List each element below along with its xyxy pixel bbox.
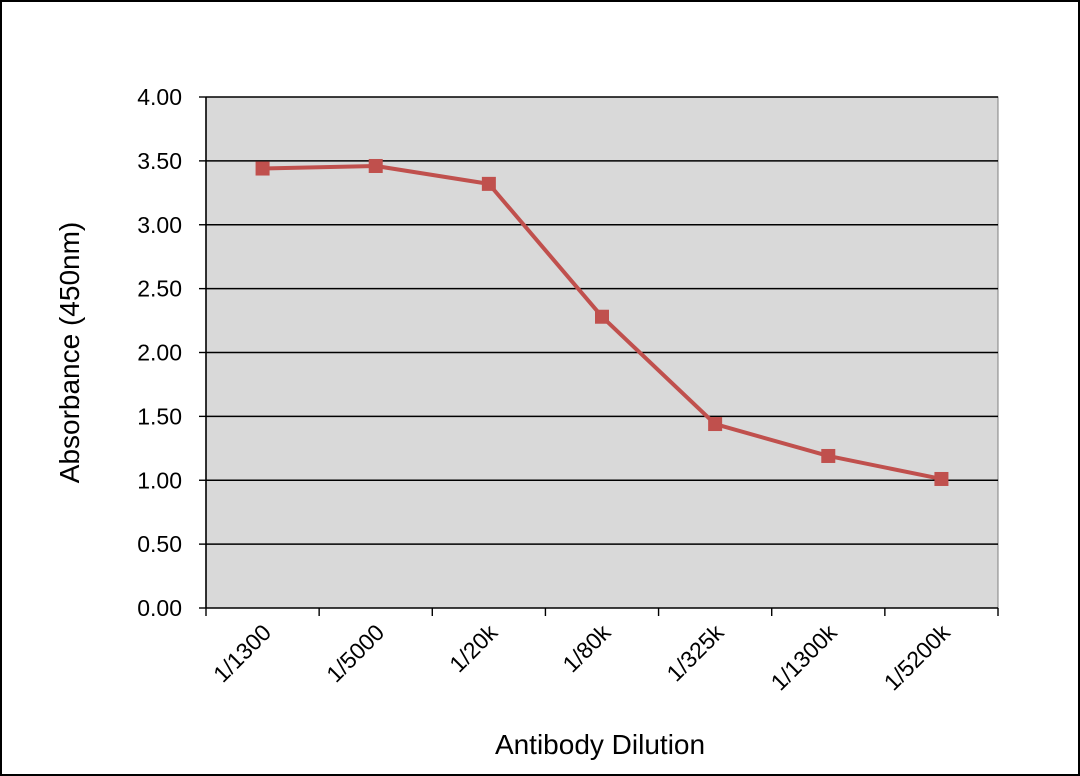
x-tick-label: 1/80k <box>557 619 616 678</box>
y-tick-label: 2.00 <box>137 340 182 366</box>
y-tick-label: 4.00 <box>137 84 182 110</box>
y-axis-title: Absorbance (450nm) <box>54 222 85 483</box>
data-point <box>821 448 836 463</box>
data-point <box>595 309 609 324</box>
x-axis-title: Antibody Dilution <box>495 729 705 760</box>
y-tick-label: 1.00 <box>137 467 182 493</box>
data-point <box>934 471 949 486</box>
y-tick-label: 3.50 <box>137 148 182 174</box>
series-group <box>255 158 949 486</box>
data-point <box>708 417 723 432</box>
x-tick-label: 1/5200k <box>879 619 956 696</box>
x-tick-label: 1/5000 <box>321 619 389 687</box>
y-tick-labels: 0.00 0.50 1.00 1.50 2.00 2.50 3.00 3.50 4.00 <box>137 84 206 621</box>
data-point <box>368 158 383 173</box>
x-tick-label: 1/20k <box>444 619 503 678</box>
x-tick-label: 1/1300 <box>208 619 276 687</box>
x-tick-label: 1/1300k <box>766 619 843 696</box>
gridlines <box>206 96 998 545</box>
x-tick-label: 1/325k <box>661 619 729 687</box>
y-tick-label: 0.50 <box>137 531 182 557</box>
y-tick-label: 1.50 <box>137 403 182 429</box>
y-tick-label: 3.00 <box>137 212 182 238</box>
y-tick-label: 2.50 <box>137 276 182 302</box>
y-tick-label: 0.00 <box>137 595 182 621</box>
x-tick-labels: 1/1300 1/5000 1/20k 1/80k 1/325k 1/1300k 1/520… <box>205 608 999 696</box>
data-point <box>255 161 270 176</box>
data-point <box>481 176 496 191</box>
